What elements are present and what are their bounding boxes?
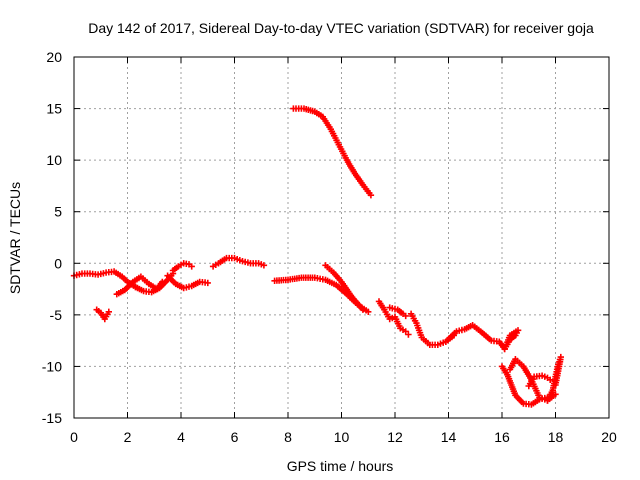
- x-tick-label: 6: [231, 429, 239, 445]
- y-tick-label: -10: [42, 358, 62, 374]
- x-tick-label: 0: [70, 429, 78, 445]
- y-axis-label: SDTVAR / TECUs: [7, 182, 23, 294]
- y-tick-label: 0: [54, 255, 62, 271]
- data-point-marker: [260, 262, 268, 269]
- y-tick-label: 10: [46, 152, 62, 168]
- series-arc-6: [169, 260, 195, 274]
- series-layer: [70, 105, 564, 408]
- series-arc-9: [290, 105, 375, 199]
- y-tick-label: -15: [42, 410, 62, 426]
- x-tick-label: 10: [334, 429, 350, 445]
- series-arc-14: [442, 322, 508, 353]
- plot-frame: [73, 56, 610, 419]
- series-arc-2: [93, 306, 112, 323]
- chart-title: Day 142 of 2017, Sidereal Day-to-day VTE…: [88, 20, 594, 36]
- series-arc-5: [164, 272, 211, 292]
- x-tick-label: 2: [124, 429, 132, 445]
- data-point-marker: [105, 308, 112, 315]
- data-point-marker: [367, 192, 375, 199]
- y-tick-label: 5: [54, 204, 62, 220]
- y-tick-label: 20: [46, 49, 62, 65]
- x-tick-label: 18: [548, 429, 564, 445]
- series-arc-12: [386, 304, 409, 320]
- y-tick-label: -5: [50, 307, 63, 323]
- data-point-marker: [552, 381, 559, 389]
- data-point-marker: [402, 312, 409, 320]
- x-tick-label: 12: [387, 429, 403, 445]
- grid-layer: [74, 57, 609, 418]
- series-arc-10: [322, 262, 367, 313]
- series-arc-15: [501, 327, 522, 353]
- tick-layer: 0 2 4 6 8 10 12 14 16 18 20 -15 -10 -5 0 5 10 15 20: [42, 49, 617, 445]
- x-tick-label: 16: [494, 429, 510, 445]
- series-arc-11: [375, 298, 412, 338]
- y-tick-label: 15: [46, 101, 62, 117]
- data-point-marker: [359, 306, 367, 313]
- x-axis-label: GPS time / hours: [287, 458, 394, 474]
- series-arc-4: [132, 270, 177, 296]
- series-arc-18: [525, 372, 554, 390]
- data-point-marker: [204, 279, 211, 287]
- x-tick-label: 8: [284, 429, 292, 445]
- data-point-marker: [405, 331, 412, 338]
- x-tick-label: 4: [177, 429, 185, 445]
- x-tick-label: 20: [601, 429, 617, 445]
- x-tick-label: 14: [441, 429, 457, 445]
- series-arc-7: [209, 254, 268, 270]
- data-point-marker: [188, 263, 195, 270]
- data-point-marker: [501, 345, 508, 353]
- series-arc-19: [544, 353, 564, 404]
- data-point-marker: [365, 308, 372, 315]
